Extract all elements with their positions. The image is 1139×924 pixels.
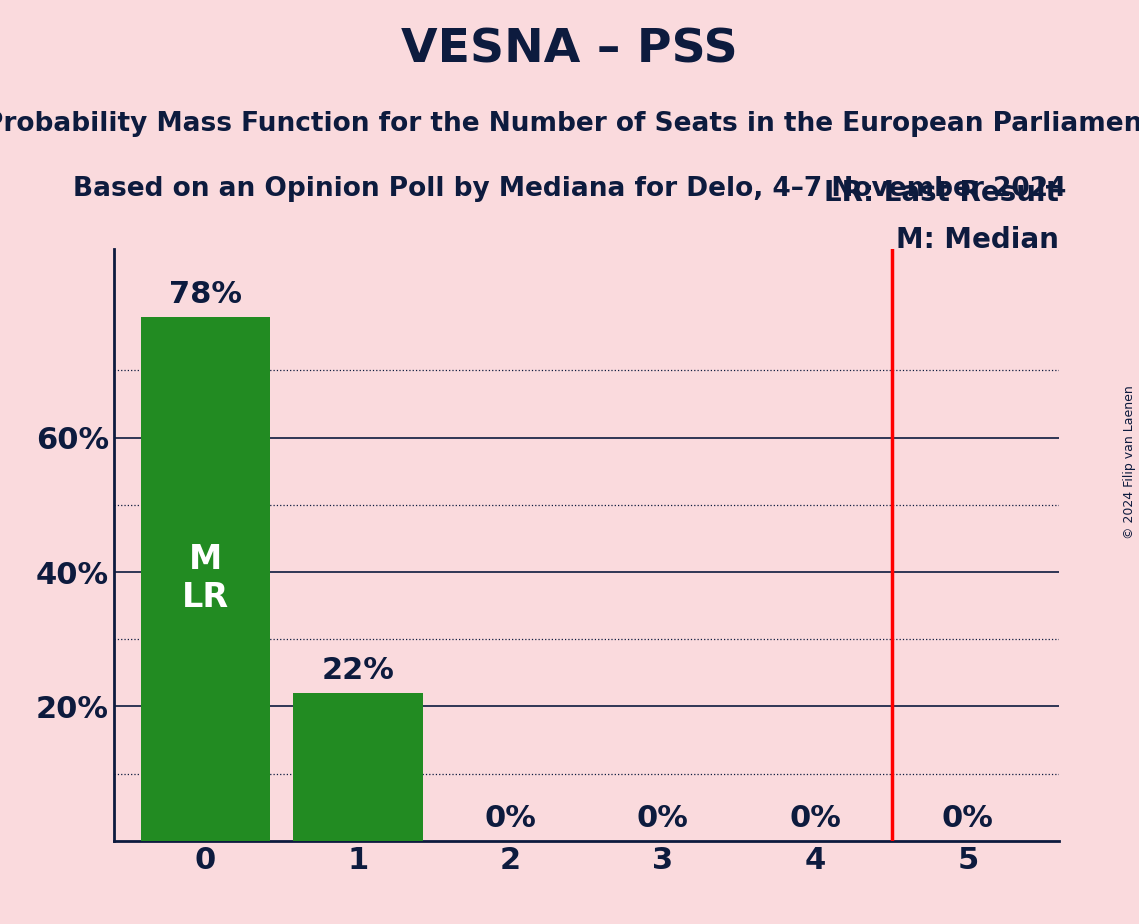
Text: M
LR: M LR	[182, 543, 229, 614]
Text: Based on an Opinion Poll by Mediana for Delo, 4–7 November 2024: Based on an Opinion Poll by Mediana for …	[73, 176, 1066, 201]
Text: VESNA – PSS: VESNA – PSS	[401, 28, 738, 73]
Text: LR: Last Result: LR: Last Result	[825, 178, 1059, 207]
Text: 78%: 78%	[169, 280, 241, 309]
Text: 22%: 22%	[321, 656, 394, 685]
Text: © 2024 Filip van Laenen: © 2024 Filip van Laenen	[1123, 385, 1136, 539]
Text: M: Median: M: Median	[896, 225, 1059, 254]
Text: 0%: 0%	[942, 804, 993, 833]
Text: 0%: 0%	[637, 804, 689, 833]
Text: 0%: 0%	[789, 804, 842, 833]
Bar	[140, 317, 270, 841]
Bar	[293, 693, 423, 841]
Text: 0%: 0%	[484, 804, 536, 833]
Text: Probability Mass Function for the Number of Seats in the European Parliament: Probability Mass Function for the Number…	[0, 111, 1139, 137]
